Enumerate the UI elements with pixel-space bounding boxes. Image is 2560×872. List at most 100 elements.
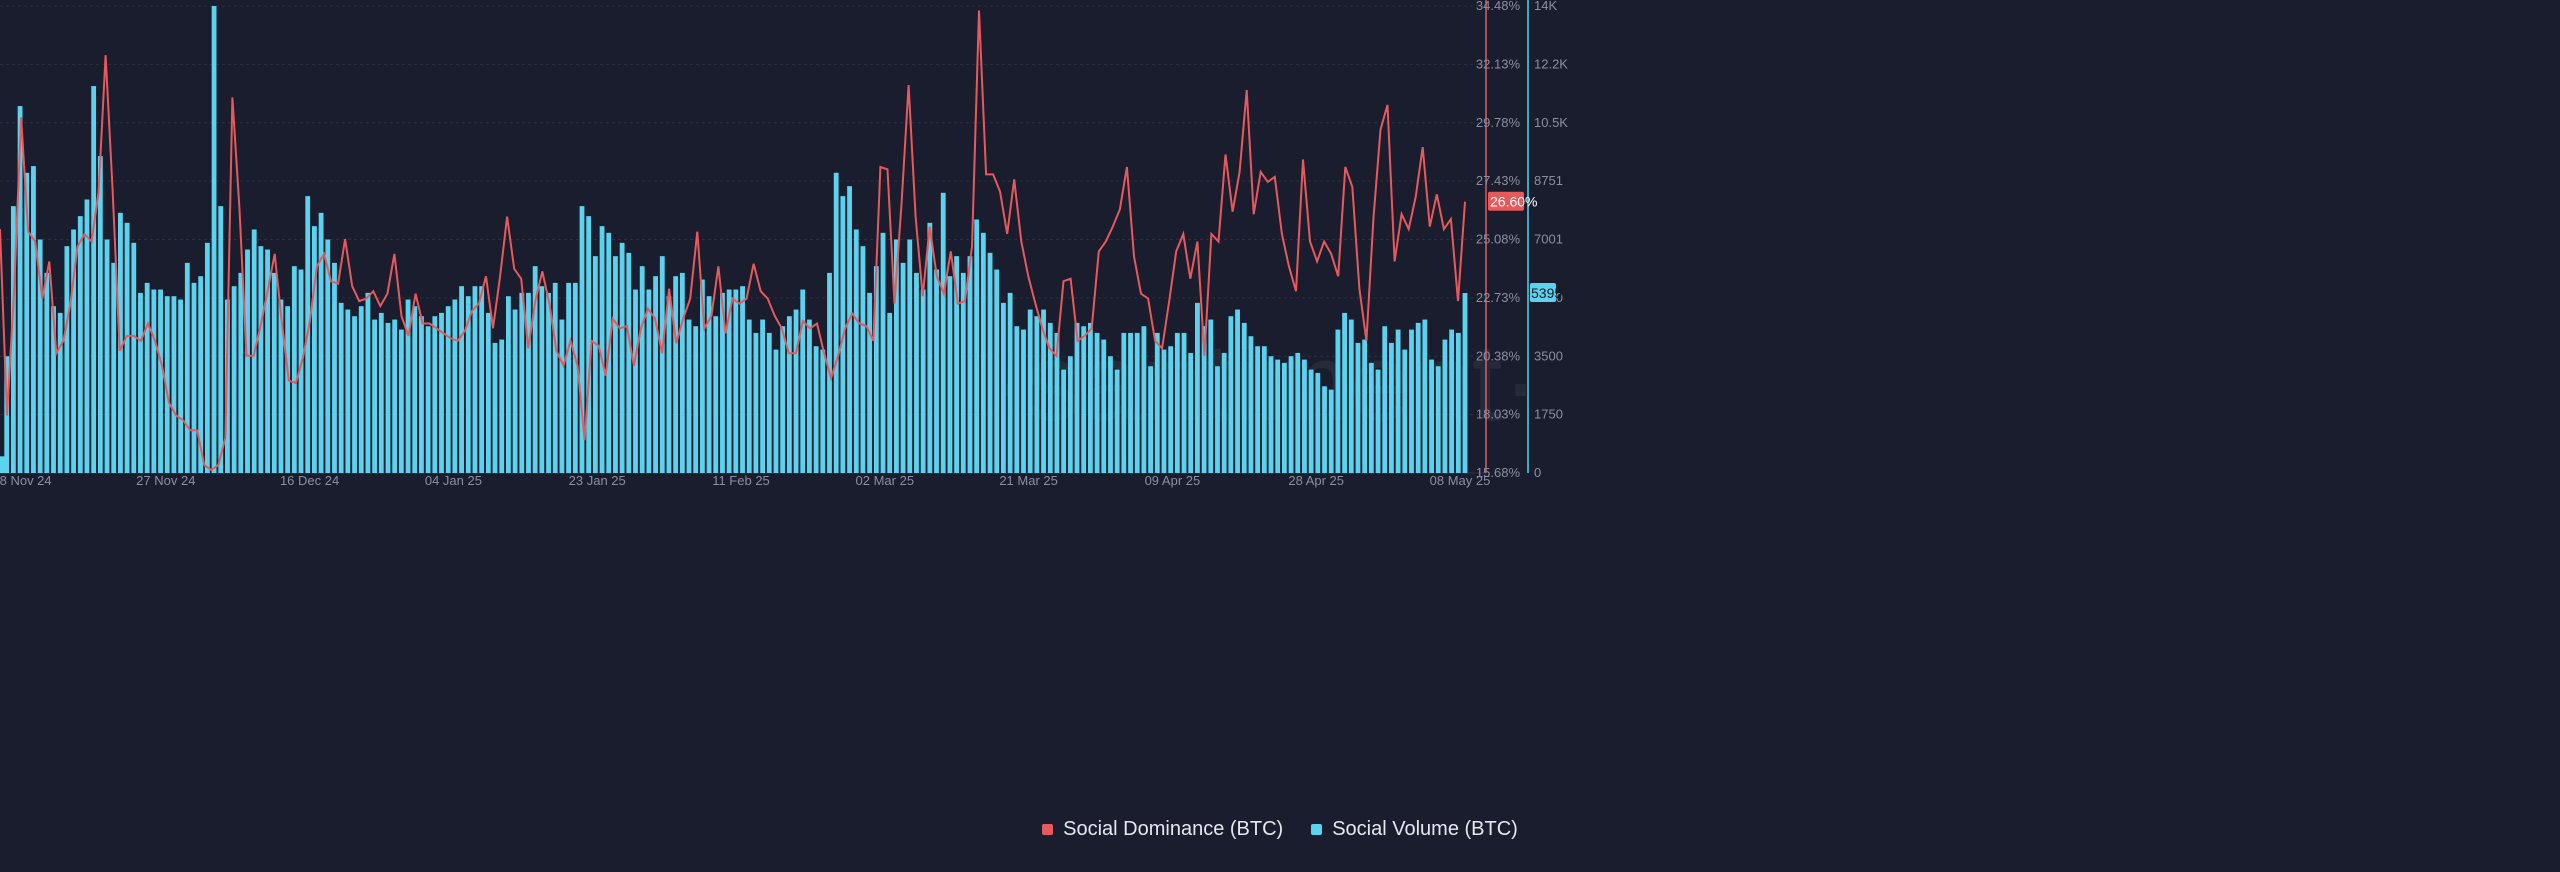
volume-bar xyxy=(773,349,779,473)
legend-swatch-dominance xyxy=(1042,824,1054,835)
volume-bar xyxy=(766,332,772,473)
volume-bar xyxy=(720,292,725,473)
volume-bar xyxy=(1021,329,1026,473)
volume-bar xyxy=(1014,326,1020,473)
current-dominance-value: 26.60% xyxy=(1490,194,1537,210)
volume-bar xyxy=(1134,332,1140,473)
volume-bar xyxy=(920,289,926,473)
volume-bar xyxy=(485,312,491,473)
current-volume-marker: 5395 xyxy=(1530,283,1562,303)
volume-bar xyxy=(1335,329,1341,473)
volume-bar xyxy=(893,239,899,473)
volume-bar xyxy=(820,349,826,473)
volume-bar xyxy=(867,292,873,473)
volume-bar xyxy=(1342,312,1347,473)
date-tick-label: 08 Nov 24 xyxy=(0,473,52,488)
dominance-tick-label: 20.38% xyxy=(1476,348,1521,363)
volume-bar xyxy=(291,266,297,473)
volume-bar xyxy=(91,86,97,474)
dominance-tick-label: 22.73% xyxy=(1476,290,1521,305)
volume-bar xyxy=(1201,326,1207,473)
volume-bar xyxy=(311,226,317,473)
volume-bar xyxy=(1108,356,1113,473)
volume-bar xyxy=(10,206,16,473)
volume-bar xyxy=(231,286,237,473)
date-tick-label: 21 Mar 25 xyxy=(999,473,1058,488)
volume-tick-label: 7001 xyxy=(1534,232,1563,247)
dominance-axis-ticks: 34.48% 32.13% 29.78% 27.43% 25.08% 22.73% 20.3… xyxy=(1476,0,1521,480)
volume-bar xyxy=(419,316,424,473)
volume-bar xyxy=(1141,326,1147,473)
volume-bar xyxy=(358,306,364,473)
volume-bar xyxy=(1061,369,1067,473)
volume-bar xyxy=(1074,322,1080,473)
volume-bar xyxy=(432,316,438,473)
volume-bar xyxy=(318,212,324,474)
volume-bar xyxy=(124,222,130,473)
volume-bar xyxy=(1168,346,1174,473)
volume-bar xyxy=(1235,309,1240,473)
volume-bar xyxy=(626,252,632,473)
volume-bar xyxy=(499,339,505,473)
volume-bar xyxy=(552,282,558,473)
dominance-tick-label: 27.43% xyxy=(1476,173,1521,188)
volume-bar xyxy=(332,262,337,473)
volume-bar xyxy=(452,299,458,473)
volume-bar xyxy=(1295,352,1301,473)
volume-bar xyxy=(807,319,812,473)
volume-bar xyxy=(1442,339,1448,473)
volume-bar xyxy=(653,276,658,473)
volume-bar xyxy=(1007,292,1013,473)
volume-bar xyxy=(1449,329,1455,473)
volume-bar xyxy=(218,206,224,473)
dominance-tick-label: 25.08% xyxy=(1476,232,1521,247)
dominance-tick-label: 32.13% xyxy=(1476,56,1521,71)
volume-bar xyxy=(439,312,444,473)
volume-bar xyxy=(786,316,792,473)
volume-bar xyxy=(1315,372,1321,473)
volume-bar xyxy=(686,319,692,473)
volume-bar xyxy=(1174,332,1180,473)
volume-bar xyxy=(77,216,83,473)
volume-bar xyxy=(887,312,893,473)
volume-bar xyxy=(412,306,418,473)
volume-bar xyxy=(1081,326,1087,473)
volume-bar xyxy=(392,319,398,473)
volume-bar xyxy=(1261,346,1267,473)
social-dominance-line xyxy=(0,10,1466,472)
legend-item-volume[interactable]: Social Volume (BTC) xyxy=(1311,818,1518,841)
volume-bar xyxy=(97,156,103,473)
volume-tick-label: 14K xyxy=(1534,0,1557,13)
volume-bar xyxy=(706,296,712,473)
legend-item-dominance[interactable]: Social Dominance (BTC) xyxy=(1042,818,1283,841)
volume-bar xyxy=(579,206,585,473)
volume-bar xyxy=(171,296,177,473)
volume-bar xyxy=(1322,386,1327,473)
volume-bar xyxy=(425,326,431,473)
volume-bar xyxy=(352,316,357,473)
volume-bar xyxy=(378,312,384,473)
volume-bar xyxy=(1188,352,1194,473)
volume-bar xyxy=(1114,369,1120,473)
date-tick-label: 08 May 25 xyxy=(1430,473,1491,488)
volume-bar xyxy=(1268,356,1274,473)
volume-bar xyxy=(760,319,766,473)
volume-bar xyxy=(987,252,993,473)
volume-bar xyxy=(559,319,565,473)
volume-bar xyxy=(345,309,351,473)
volume-bar xyxy=(1409,329,1414,473)
volume-bar xyxy=(599,226,605,473)
date-tick-label: 27 Nov 24 xyxy=(136,473,195,488)
volume-bar xyxy=(1462,293,1468,473)
volume-bar xyxy=(592,256,598,473)
volume-bar xyxy=(64,246,70,473)
legend-label-dominance: Social Dominance (BTC) xyxy=(1063,818,1284,840)
volume-bar xyxy=(144,282,150,473)
volume-bar xyxy=(1368,362,1374,473)
volume-bar xyxy=(1067,356,1073,473)
volume-bar xyxy=(900,262,906,473)
current-dominance-marker: 26.60% xyxy=(1488,191,1537,211)
volume-bar xyxy=(338,302,344,473)
volume-bar xyxy=(613,256,618,473)
